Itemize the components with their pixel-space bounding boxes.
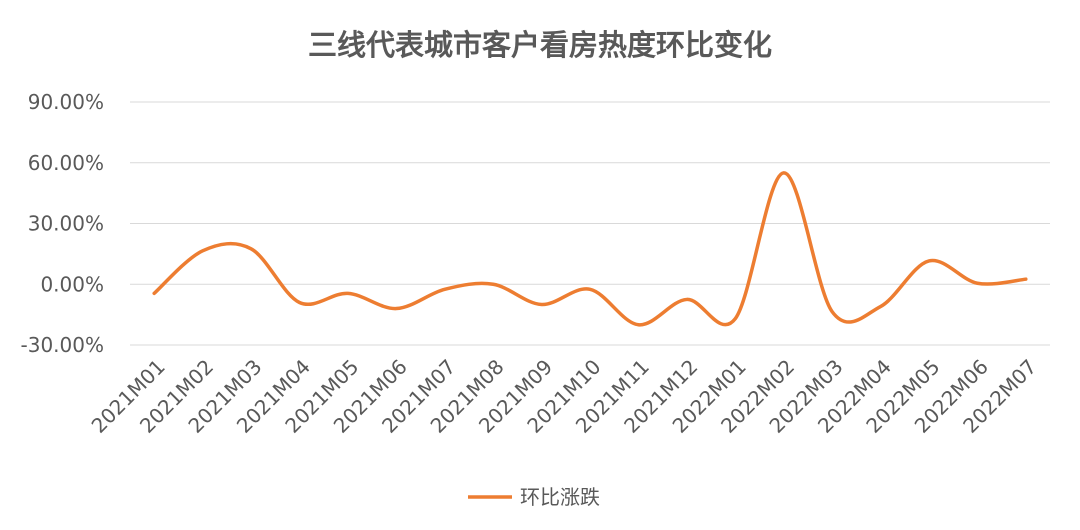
gridlines: [130, 101, 1050, 346]
y-tick-label: 60.00%: [28, 151, 104, 175]
y-tick-label: 30.00%: [28, 212, 104, 236]
chart-title: 三线代表城市客户看房热度环比变化: [307, 28, 772, 62]
legend-label: 环比涨跌: [520, 485, 600, 509]
legend: 环比涨跌: [468, 485, 600, 509]
y-axis-ticks: 90.00% 60.00% 30.00% 0.00% -30.00%: [21, 90, 104, 357]
x-axis-ticks: 2021M012021M022021M032021M042021M052021M…: [87, 355, 1042, 438]
y-tick-label: 0.00%: [40, 272, 104, 296]
series-line: [152, 171, 1028, 327]
series-layer: [152, 171, 1028, 327]
y-tick-label: 90.00%: [28, 90, 104, 114]
y-tick-label: -30.00%: [21, 333, 104, 357]
